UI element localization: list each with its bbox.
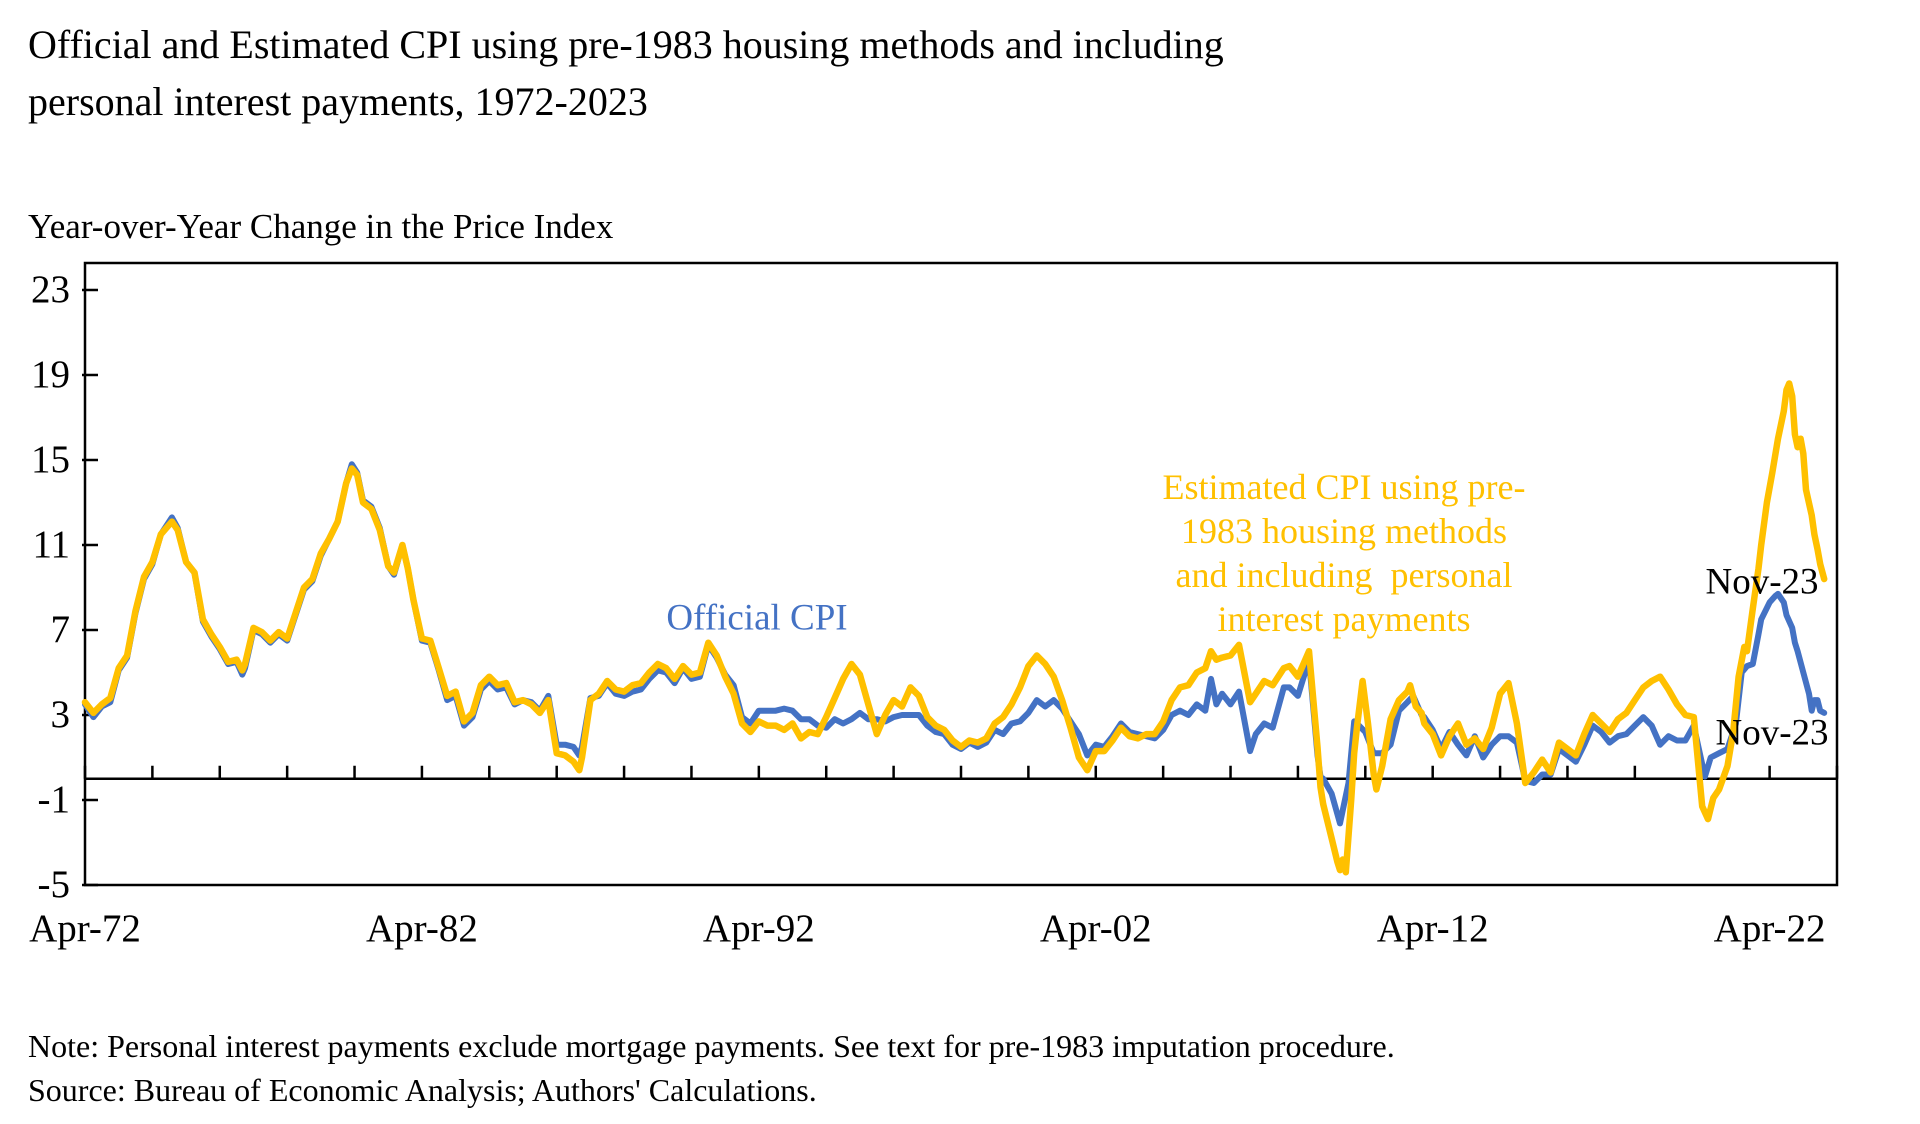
- y-axis-title: Year-over-Year Change in the Price Index: [28, 207, 614, 246]
- note-text: Note: Personal interest payments exclude…: [28, 1028, 1395, 1064]
- source-text: Source: Bureau of Economic Analysis; Aut…: [28, 1072, 817, 1108]
- estimated-cpi-line: [81, 380, 1828, 876]
- chart-title-line1: Official and Estimated CPI using pre-198…: [28, 22, 1224, 67]
- chart-title: Official and Estimated CPI using pre-198…: [28, 16, 1224, 130]
- official-cpi-line: [82, 461, 1828, 827]
- chart-title-line2: personal interest payments, 1972-2023: [28, 79, 648, 124]
- plot-frame: [83, 261, 1839, 887]
